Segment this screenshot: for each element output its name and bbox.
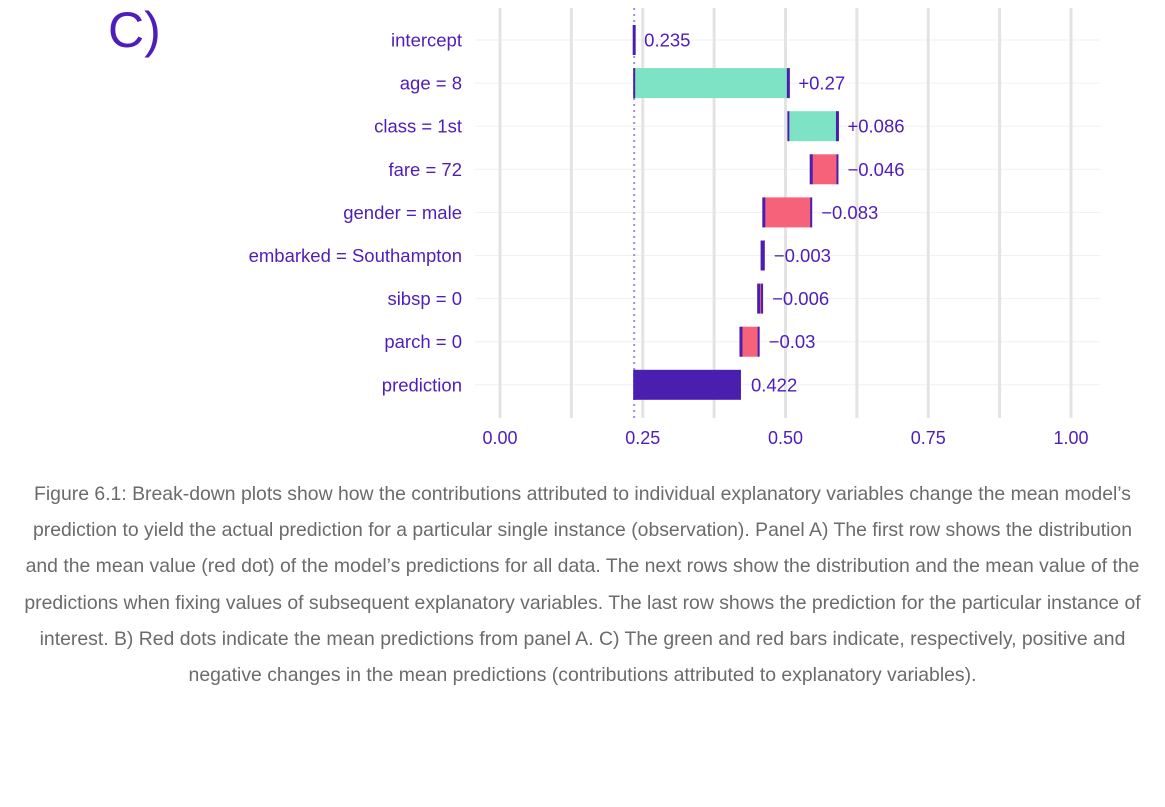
value-label-age-8: +0.27 xyxy=(798,73,845,94)
row-label-embarked-southampton: embarked = Southampton xyxy=(249,245,462,266)
row-label-gender-male: gender = male xyxy=(343,202,462,223)
bar-fare-72 xyxy=(811,154,838,185)
bar-class-1st xyxy=(788,111,838,142)
bars-layer xyxy=(632,25,839,400)
value-label-fare-72: −0.046 xyxy=(847,159,904,180)
x-tick-label: 0.50 xyxy=(768,428,803,448)
row-label-intercept: intercept xyxy=(391,30,462,51)
row-label-prediction: prediction xyxy=(382,374,462,395)
bar-sibsp-0 xyxy=(758,283,763,314)
value-label-sibsp-0: −0.006 xyxy=(772,288,829,309)
value-label-prediction: 0.422 xyxy=(751,374,797,395)
row-label-fare-72: fare = 72 xyxy=(388,159,462,180)
bar-gender-male xyxy=(763,197,812,228)
row-label-age-8: age = 8 xyxy=(400,73,462,94)
value-label-gender-male: −0.083 xyxy=(821,202,878,223)
break-down-chart: intercept 0.235 age = 8 +0.27 class = 1st +0.… xyxy=(249,8,1100,448)
figure-caption: Figure 6.1: Break-down plots show how th… xyxy=(24,483,1141,687)
row-label-parch-0: parch = 0 xyxy=(384,331,462,352)
x-tick-label: 0.25 xyxy=(625,428,660,448)
bar-parch-0 xyxy=(740,326,759,357)
row-label-sibsp-0: sibsp = 0 xyxy=(387,288,462,309)
bar-age-8 xyxy=(634,68,789,99)
value-label-embarked-southampton: −0.003 xyxy=(774,245,831,266)
labels-layer: intercept 0.235 age = 8 +0.27 class = 1st +0.… xyxy=(249,30,905,396)
x-axis-ticks: 0.00 0.25 0.50 0.75 1.00 xyxy=(482,428,1088,448)
x-tick-label: 1.00 xyxy=(1053,428,1088,448)
x-tick-label: 0.75 xyxy=(911,428,946,448)
bar-prediction xyxy=(634,369,741,400)
row-label-class-1st: class = 1st xyxy=(374,116,462,137)
panel-label: C) xyxy=(108,2,161,58)
value-label-intercept: 0.235 xyxy=(644,30,690,51)
value-label-class-1st: +0.086 xyxy=(847,116,904,137)
value-label-parch-0: −0.03 xyxy=(769,331,816,352)
x-tick-label: 0.00 xyxy=(482,428,517,448)
